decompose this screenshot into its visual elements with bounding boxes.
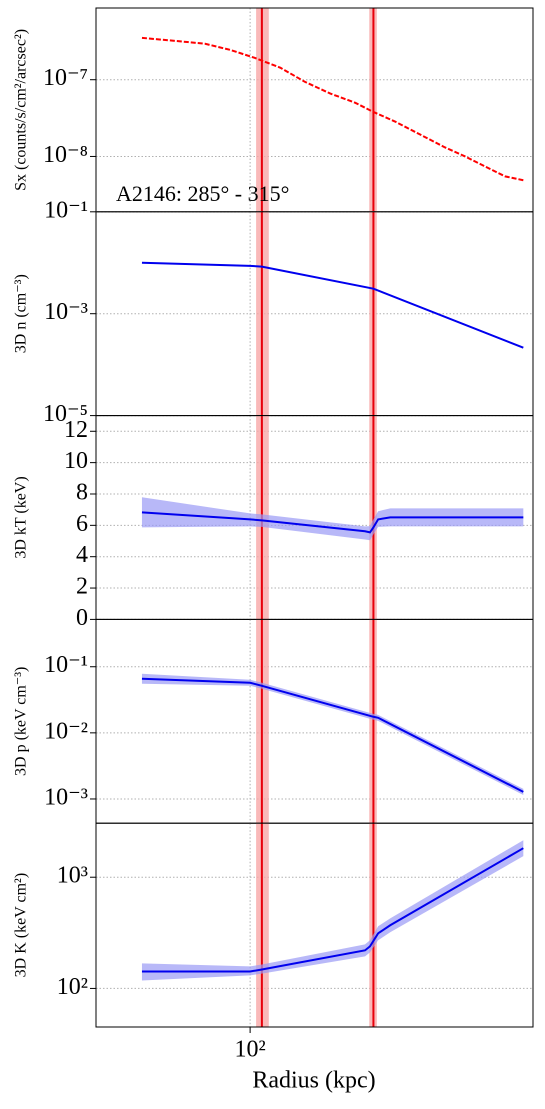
panel-frame — [95, 618, 534, 824]
data-line — [141, 36, 524, 182]
y-axis-label: Sx (counts/s/cm²/arcsec²) — [13, 29, 30, 191]
y-tick-label: 10⁻³ — [44, 784, 88, 810]
y-tick-label: 10⁻² — [44, 718, 88, 744]
y-tick-label: 10⁻⁸ — [43, 142, 88, 168]
y-tick-label: 10² — [57, 974, 88, 1000]
x-axis-label: Radius (kpc) — [252, 1068, 375, 1094]
y-tick-label: 2 — [76, 574, 88, 600]
y-tick-label: 10⁻³ — [44, 299, 88, 325]
y-tick-label: 10 — [64, 448, 88, 474]
panel-frame — [95, 822, 534, 1028]
y-axis-label: 3D p (keV cm⁻³) — [13, 667, 30, 776]
y-tick-label: 0 — [76, 605, 88, 631]
annotation: A2146: 285° - 315° — [116, 181, 289, 206]
y-axis-label: 3D kT (keV) — [13, 476, 30, 558]
error-band — [141, 497, 524, 541]
y-tick-label: 6 — [76, 511, 88, 537]
y-axis-label: 3D n (cm⁻³) — [13, 274, 30, 353]
y-tick-label: 10⁻¹ — [44, 652, 88, 678]
y-tick-label: 8 — [76, 479, 88, 505]
data-line — [141, 847, 524, 973]
x-tick-label: 10² — [235, 1037, 266, 1063]
y-tick-label: 12 — [64, 417, 88, 443]
data-line — [141, 261, 524, 349]
y-axis-label: 3D K (keV cm²) — [13, 873, 30, 977]
y-tick-label: 10⁻¹ — [44, 197, 88, 223]
y-tick-label: 10⁻⁷ — [43, 65, 88, 91]
data-line — [141, 511, 524, 534]
y-tick-label: 10³ — [57, 863, 88, 889]
error-band — [141, 673, 524, 795]
y-tick-label: 4 — [76, 542, 88, 568]
y-tick-label: 10⁻⁵ — [43, 401, 88, 427]
error-band — [141, 840, 524, 981]
data-line — [141, 677, 524, 793]
